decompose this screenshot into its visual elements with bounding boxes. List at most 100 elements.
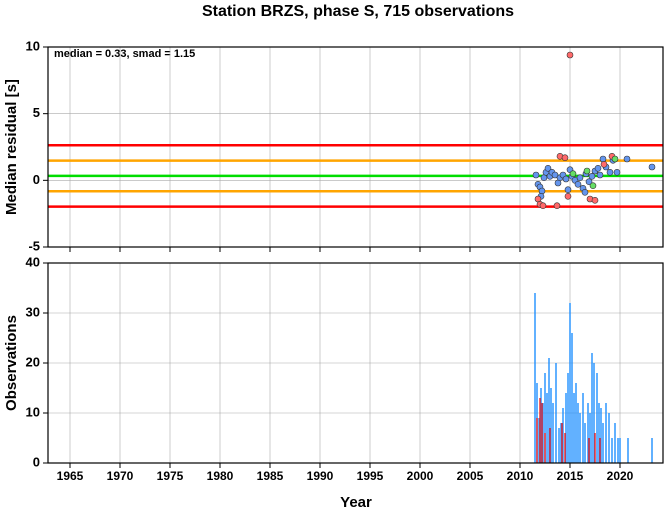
bar bbox=[591, 353, 593, 463]
y-tick-label: 10 bbox=[26, 404, 40, 419]
bar bbox=[571, 333, 573, 463]
bar bbox=[549, 428, 551, 463]
bar bbox=[651, 438, 653, 463]
point bbox=[574, 181, 582, 188]
bar bbox=[562, 408, 564, 463]
bar bbox=[584, 423, 586, 463]
point bbox=[576, 174, 584, 181]
bar bbox=[608, 413, 610, 463]
bar bbox=[600, 408, 602, 463]
point bbox=[562, 175, 570, 183]
y-tick-label: -5 bbox=[28, 238, 40, 253]
point bbox=[551, 171, 559, 179]
bar bbox=[614, 423, 616, 463]
bar bbox=[544, 373, 546, 463]
point bbox=[581, 189, 589, 196]
bar bbox=[564, 433, 566, 463]
bar bbox=[540, 388, 542, 463]
bar bbox=[560, 423, 562, 463]
point bbox=[566, 51, 574, 59]
bar bbox=[552, 403, 554, 463]
bar bbox=[605, 403, 607, 463]
bar bbox=[567, 373, 569, 463]
point bbox=[606, 169, 614, 176]
bar bbox=[599, 438, 601, 463]
bar bbox=[589, 413, 591, 463]
point bbox=[589, 182, 597, 189]
point bbox=[600, 161, 608, 168]
x-tick-label: 1995 bbox=[357, 469, 384, 483]
chart-title: Station BRZS, phase S, 715 observations bbox=[202, 3, 514, 20]
bar bbox=[536, 418, 538, 463]
point bbox=[594, 165, 602, 172]
bar bbox=[611, 438, 613, 463]
bar bbox=[596, 373, 598, 463]
bar bbox=[587, 403, 589, 463]
point bbox=[623, 155, 631, 163]
annotation: median = 0.33, smad = 1.15 bbox=[54, 48, 195, 60]
y-axis-label: Observations bbox=[3, 315, 20, 411]
bar bbox=[598, 403, 600, 463]
y-tick-label: 0 bbox=[33, 454, 40, 469]
point bbox=[599, 155, 607, 163]
x-tick-label: 2010 bbox=[507, 469, 534, 483]
bar bbox=[534, 293, 536, 463]
bar bbox=[544, 433, 546, 463]
bar bbox=[538, 418, 540, 463]
x-tick-label: 1985 bbox=[257, 469, 284, 483]
bar bbox=[550, 388, 552, 463]
y-tick-label: 10 bbox=[26, 38, 40, 53]
y-axis-label: Median residual [s] bbox=[3, 79, 20, 215]
x-tick-label: 1975 bbox=[157, 469, 184, 483]
x-axis-label: Year bbox=[340, 494, 372, 511]
bar bbox=[579, 413, 581, 463]
bar bbox=[627, 438, 629, 463]
x-tick-label: 1990 bbox=[307, 469, 334, 483]
bar bbox=[593, 363, 595, 463]
point bbox=[648, 163, 656, 171]
x-tick-label: 1965 bbox=[57, 469, 84, 483]
bar bbox=[588, 438, 590, 463]
bar bbox=[575, 383, 577, 463]
point bbox=[539, 202, 547, 209]
point bbox=[538, 187, 546, 195]
bar bbox=[561, 423, 563, 463]
bar bbox=[594, 433, 596, 463]
bar bbox=[569, 303, 571, 463]
point bbox=[564, 186, 572, 193]
point bbox=[544, 165, 552, 172]
point bbox=[591, 197, 599, 204]
point bbox=[553, 202, 561, 209]
bar bbox=[565, 393, 567, 463]
plot-frame bbox=[47, 46, 664, 248]
point bbox=[613, 169, 621, 176]
bar bbox=[577, 403, 579, 463]
bar bbox=[573, 393, 575, 463]
bar bbox=[541, 403, 543, 463]
x-tick-label: 1970 bbox=[107, 469, 134, 483]
point bbox=[532, 171, 540, 179]
bar bbox=[555, 363, 557, 463]
point bbox=[611, 155, 619, 163]
point bbox=[561, 154, 569, 161]
bar bbox=[542, 403, 544, 463]
bar bbox=[617, 438, 619, 463]
bar bbox=[602, 423, 604, 463]
point bbox=[588, 173, 596, 180]
y-tick-label: 30 bbox=[26, 304, 40, 319]
y-tick-label: 5 bbox=[33, 105, 40, 120]
plot-frame bbox=[47, 262, 664, 464]
y-tick-label: 0 bbox=[33, 172, 40, 187]
point bbox=[585, 178, 593, 185]
bar bbox=[558, 428, 560, 463]
bar bbox=[619, 438, 621, 463]
point bbox=[596, 171, 604, 179]
bar bbox=[539, 398, 541, 463]
y-tick-label: 20 bbox=[26, 354, 40, 369]
x-tick-label: 2020 bbox=[607, 469, 634, 483]
x-tick-label: 2000 bbox=[407, 469, 434, 483]
x-tick-label: 2015 bbox=[557, 469, 584, 483]
x-tick-label: 2005 bbox=[457, 469, 484, 483]
